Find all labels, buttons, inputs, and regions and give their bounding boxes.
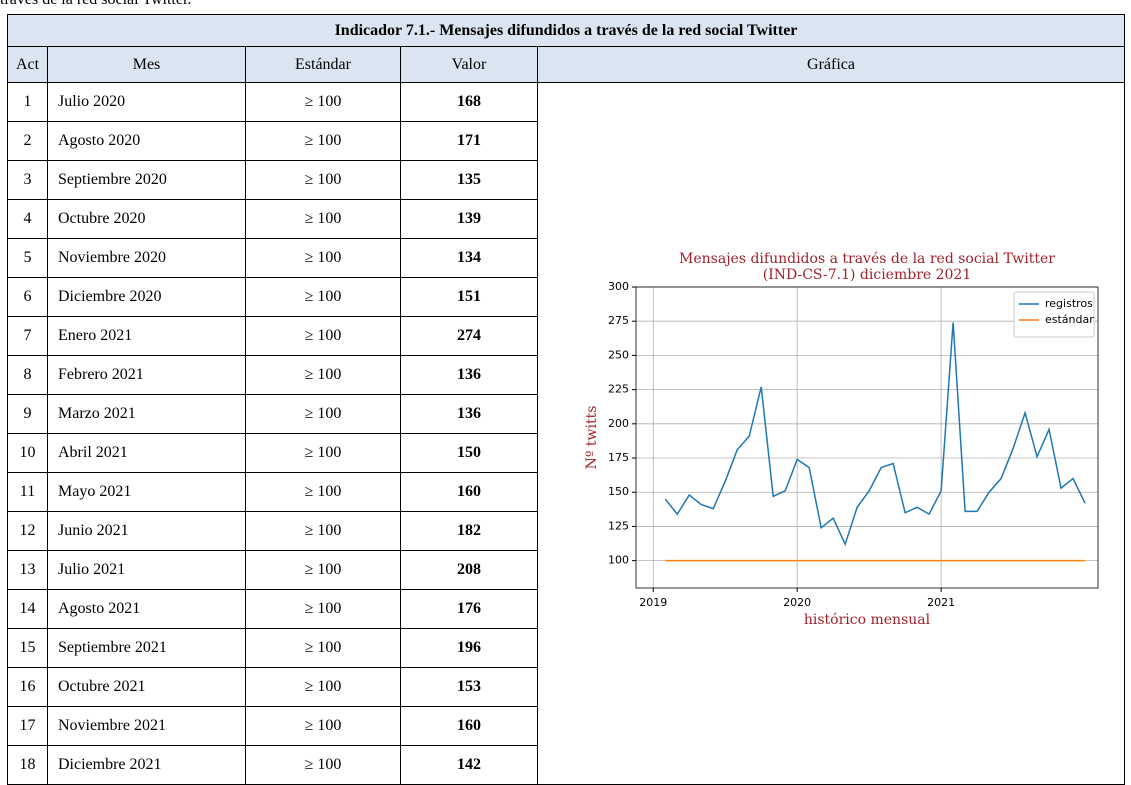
cell-act: 5 (7, 238, 48, 278)
table-row: 5 Noviembre 2020 ≥ 100 134 (7, 238, 1125, 278)
cell-mes: Mayo 2021 (47, 472, 246, 512)
cell-act: 4 (7, 199, 48, 239)
cell-std: ≥ 100 (245, 550, 401, 590)
cell-mes: Marzo 2021 (47, 394, 246, 434)
legend-label: estándar (1045, 313, 1094, 326)
cell-act: 10 (7, 433, 48, 473)
cell-val: 176 (400, 589, 538, 629)
table-body: Indicador 7.1.- Mensajes difundidos a tr… (7, 14, 1125, 785)
cell-val: 153 (400, 667, 538, 707)
intro-text: través de la red social Twitter. (0, 0, 191, 9)
cell-val: 151 (400, 277, 538, 317)
cell-act: 2 (7, 121, 48, 161)
cell-val: 208 (400, 550, 538, 590)
x-tick-label: 2019 (639, 596, 667, 609)
cell-std: ≥ 100 (245, 667, 401, 707)
chart-title: (IND-CS-7.1) diciembre 2021 (763, 267, 972, 283)
cell-std: ≥ 100 (245, 745, 401, 785)
cell-mes: Febrero 2021 (47, 355, 246, 395)
column-header-row: Act Mes Estándar Valor Gráfica (7, 46, 1125, 83)
y-tick-label: 100 (608, 554, 629, 567)
plot-frame (635, 286, 1099, 589)
title-row: Indicador 7.1.- Mensajes difundidos a tr… (7, 14, 1125, 47)
y-tick-label: 150 (608, 485, 629, 498)
column-header: Valor (400, 46, 538, 83)
cell-mes: Agosto 2020 (47, 121, 246, 161)
y-tick-label: 200 (608, 417, 629, 430)
cell-val: 142 (400, 745, 538, 785)
y-tick-label: 125 (608, 519, 629, 532)
cell-std: ≥ 100 (245, 121, 401, 161)
cell-std: ≥ 100 (245, 355, 401, 395)
table-row: 16 Octubre 2021 ≥ 100 153 (7, 667, 1125, 707)
cell-val: 171 (400, 121, 538, 161)
y-tick-label: 225 (608, 383, 629, 396)
chart-title: Mensajes difundidos a través de la red s… (679, 251, 1055, 267)
indicator-table: Indicador 7.1.- Mensajes difundidos a tr… (7, 14, 1125, 785)
table-row: 1 Julio 2020 ≥ 100 168 (7, 82, 1125, 785)
chart-cell (537, 82, 1125, 785)
cell-act: 1 (7, 82, 48, 122)
cell-val: 139 (400, 199, 538, 239)
cell-mes: Abril 2021 (47, 433, 246, 473)
cell-std: ≥ 100 (245, 316, 401, 356)
cell-std: ≥ 100 (245, 589, 401, 629)
table-row: 7 Enero 2021 ≥ 100 274 (7, 316, 1125, 356)
table-row: 15 Septiembre 2021 ≥ 100 196 (7, 628, 1125, 668)
cell-val: 160 (400, 706, 538, 746)
cell-mes: Noviembre 2021 (47, 706, 246, 746)
cell-act: 18 (7, 745, 48, 785)
cell-mes: Octubre 2021 (47, 667, 246, 707)
cell-act: 16 (7, 667, 48, 707)
table-row: 3 Septiembre 2020 ≥ 100 135 (7, 160, 1125, 200)
table-row: 13 Julio 2021 ≥ 100 208 (7, 550, 1125, 590)
cell-std: ≥ 100 (245, 82, 401, 122)
cell-std: ≥ 100 (245, 706, 401, 746)
cell-val: 134 (400, 238, 538, 278)
cell-val: 136 (400, 355, 538, 395)
table-row: 17 Noviembre 2021 ≥ 100 160 (7, 706, 1125, 746)
cell-mes: Julio 2021 (47, 550, 246, 590)
y-tick-label: 175 (608, 451, 629, 464)
column-header: Act (7, 46, 48, 83)
cell-val: 274 (400, 316, 538, 356)
column-header: Estándar (245, 46, 401, 83)
table-title: Indicador 7.1.- Mensajes difundidos a tr… (7, 14, 1125, 47)
cell-val: 136 (400, 394, 538, 434)
table-row: 8 Febrero 2021 ≥ 100 136 (7, 355, 1125, 395)
table-row: 2 Agosto 2020 ≥ 100 171 (7, 121, 1125, 161)
cell-act: 8 (7, 355, 48, 395)
cell-val: 168 (400, 82, 538, 122)
cell-mes: Diciembre 2021 (47, 745, 246, 785)
cell-mes: Enero 2021 (47, 316, 246, 356)
y-axis-label: Nº twitts (584, 406, 600, 470)
cell-std: ≥ 100 (245, 511, 401, 551)
legend-label: registros (1045, 297, 1093, 310)
table-row: 12 Junio 2021 ≥ 100 182 (7, 511, 1125, 551)
y-tick-label: 275 (608, 314, 629, 327)
table-row: 18 Diciembre 2021 ≥ 100 142 (7, 745, 1125, 785)
y-tick-label: 300 (608, 280, 629, 293)
cell-std: ≥ 100 (245, 160, 401, 200)
cell-mes: Noviembre 2020 (47, 238, 246, 278)
cell-mes: Junio 2021 (47, 511, 246, 551)
table-row: 9 Marzo 2021 ≥ 100 136 (7, 394, 1125, 434)
cell-std: ≥ 100 (245, 277, 401, 317)
cell-act: 14 (7, 589, 48, 629)
y-tick-label: 250 (608, 348, 629, 361)
x-tick-label: 2021 (927, 596, 955, 609)
column-header: Mes (47, 46, 246, 83)
table-row: 10 Abril 2021 ≥ 100 150 (7, 433, 1125, 473)
x-axis-label: histórico mensual (804, 612, 931, 628)
column-header: Gráfica (537, 46, 1125, 83)
table-row: 4 Octubre 2020 ≥ 100 139 (7, 199, 1125, 239)
cell-std: ≥ 100 (245, 433, 401, 473)
cell-mes: Octubre 2020 (47, 199, 246, 239)
line-series (664, 322, 1086, 547)
x-tick-label: 2020 (783, 596, 811, 609)
table-row: 11 Mayo 2021 ≥ 100 160 (7, 472, 1125, 512)
